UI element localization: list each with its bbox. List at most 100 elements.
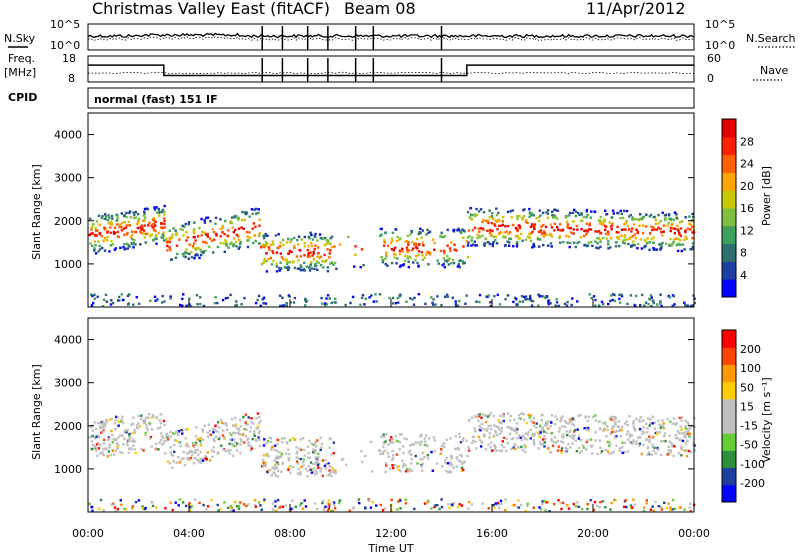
echo-cell bbox=[198, 501, 201, 505]
echo-cell bbox=[192, 442, 196, 445]
echo-cell bbox=[392, 252, 396, 256]
echo-cell bbox=[442, 442, 446, 445]
echo-cell bbox=[418, 243, 421, 246]
echo-cell bbox=[124, 226, 128, 229]
echo-cell bbox=[278, 269, 281, 272]
echo-cell bbox=[423, 256, 427, 259]
echo-cell bbox=[502, 446, 505, 449]
echo-cell bbox=[130, 447, 133, 450]
echo-cell bbox=[567, 422, 570, 425]
echo-cell bbox=[588, 222, 591, 225]
echo-cell bbox=[234, 425, 238, 428]
echo-cell bbox=[477, 435, 481, 439]
echo-cell bbox=[113, 248, 116, 251]
echo-cell bbox=[686, 421, 690, 424]
echo-cell bbox=[193, 221, 196, 224]
echo-cell bbox=[102, 448, 105, 451]
echo-cell bbox=[132, 216, 136, 220]
echo-cell bbox=[137, 499, 141, 502]
echo-cell bbox=[589, 438, 593, 441]
echo-cell bbox=[407, 451, 410, 454]
echo-cell bbox=[144, 433, 147, 437]
echo-cell bbox=[212, 446, 215, 449]
echo-cell bbox=[556, 418, 559, 421]
echo-cell bbox=[329, 262, 332, 265]
echo-cell bbox=[125, 215, 128, 219]
echo-cell bbox=[143, 419, 147, 422]
echo-cell bbox=[419, 433, 423, 436]
echo-cell bbox=[264, 465, 267, 468]
echo-cell bbox=[414, 258, 417, 262]
echo-cell bbox=[573, 208, 576, 212]
echo-cell bbox=[303, 499, 306, 502]
echo-cell bbox=[467, 241, 470, 244]
echo-cell bbox=[507, 241, 511, 244]
echo-cell bbox=[268, 248, 271, 251]
echo-cell bbox=[306, 255, 310, 258]
echo-cell bbox=[123, 437, 126, 440]
echo-cell bbox=[103, 249, 107, 252]
echo-cell bbox=[409, 449, 412, 452]
echo-cell bbox=[579, 236, 583, 239]
echo-cell bbox=[467, 449, 471, 452]
echo-cell bbox=[449, 461, 452, 464]
echo-cell bbox=[436, 295, 439, 298]
echo-cell bbox=[101, 246, 104, 250]
echo-cell bbox=[684, 427, 687, 430]
echo-cell bbox=[487, 241, 490, 244]
echo-cell bbox=[262, 454, 266, 457]
echo-cell bbox=[623, 235, 626, 239]
echo-cell bbox=[103, 237, 106, 240]
beam-label: Beam 08 bbox=[344, 0, 416, 18]
echo-cell bbox=[313, 247, 316, 251]
echo-cell bbox=[524, 298, 527, 301]
echo-cell bbox=[543, 234, 546, 237]
echo-cell bbox=[421, 241, 424, 244]
echo-cell bbox=[277, 233, 280, 236]
echo-cell bbox=[648, 232, 652, 235]
echo-cell bbox=[307, 251, 310, 255]
echo-cell bbox=[471, 236, 474, 239]
echo-cell bbox=[542, 243, 545, 247]
echo-cell bbox=[105, 300, 108, 303]
vel-cbar-swatch-6 bbox=[722, 381, 736, 400]
echo-cell bbox=[564, 216, 567, 219]
echo-cell bbox=[169, 430, 172, 434]
echo-cell bbox=[651, 443, 654, 446]
echo-cell bbox=[262, 458, 265, 462]
echo-cell bbox=[287, 294, 290, 297]
echo-cell bbox=[353, 265, 356, 268]
echo-cell bbox=[443, 259, 447, 262]
echo-cell bbox=[224, 239, 227, 242]
echo-cell bbox=[98, 425, 102, 428]
echo-cell bbox=[661, 241, 664, 245]
echo-cell bbox=[111, 441, 114, 444]
echo-cell bbox=[465, 439, 468, 442]
echo-cell bbox=[623, 238, 626, 242]
echo-cell bbox=[330, 261, 334, 264]
echo-cell bbox=[174, 501, 177, 504]
echo-cell bbox=[518, 300, 522, 303]
echo-cell bbox=[303, 454, 306, 457]
echo-cell bbox=[610, 501, 613, 505]
echo-cell bbox=[634, 294, 638, 298]
echo-cell bbox=[136, 226, 139, 230]
echo-cell bbox=[97, 435, 101, 439]
echo-cell bbox=[239, 452, 242, 455]
echo-cell bbox=[675, 216, 678, 219]
echo-cell bbox=[161, 294, 164, 298]
echo-cell bbox=[475, 447, 478, 450]
echo-cell bbox=[586, 503, 589, 506]
echo-cell bbox=[117, 436, 120, 439]
echo-cell bbox=[239, 241, 242, 244]
echo-cell bbox=[688, 434, 692, 437]
echo-cell bbox=[496, 228, 499, 231]
echo-cell bbox=[497, 224, 501, 228]
echo-cell bbox=[530, 304, 534, 307]
echo-cell bbox=[131, 507, 134, 510]
x-tick-label-4: 16:00 bbox=[476, 527, 508, 540]
echo-cell bbox=[512, 223, 515, 227]
echo-cell bbox=[110, 299, 113, 302]
echo-cell bbox=[494, 235, 498, 238]
echo-cell bbox=[132, 303, 135, 306]
